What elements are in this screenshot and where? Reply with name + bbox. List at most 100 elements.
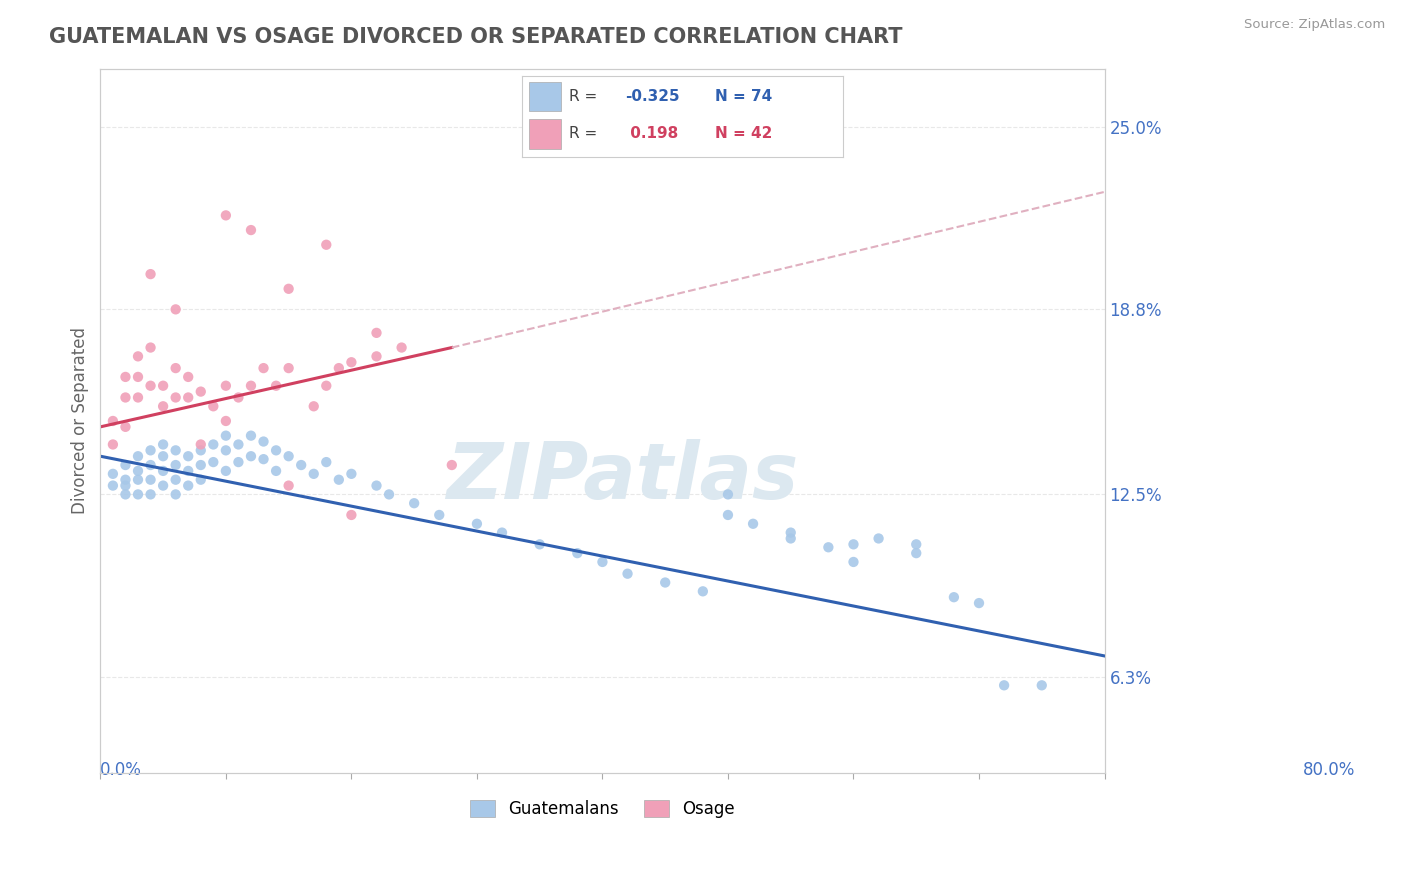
Point [328, 361, 350, 376]
Point [240, 378, 263, 392]
Point [366, 478, 388, 492]
Point [993, 678, 1015, 692]
Point [177, 391, 200, 405]
Point [340, 355, 363, 369]
Point [868, 532, 890, 546]
Point [190, 443, 212, 458]
Point [215, 443, 238, 458]
Point [190, 458, 212, 472]
Point [315, 378, 337, 392]
Point [692, 584, 714, 599]
Point [591, 555, 613, 569]
Point [252, 434, 274, 449]
Text: GUATEMALAN VS OSAGE DIVORCED OR SEPARATED CORRELATION CHART: GUATEMALAN VS OSAGE DIVORCED OR SEPARATE… [49, 27, 903, 46]
Point [215, 414, 238, 428]
Point [114, 420, 136, 434]
Point [215, 378, 238, 392]
Point [942, 591, 965, 605]
Point [366, 326, 388, 340]
Point [215, 428, 238, 442]
Point [190, 437, 212, 451]
Point [302, 467, 325, 481]
Point [127, 370, 149, 384]
Text: Source: ZipAtlas.com: Source: ZipAtlas.com [1244, 18, 1385, 31]
Point [252, 361, 274, 376]
Point [177, 478, 200, 492]
Point [152, 437, 174, 451]
Point [139, 267, 162, 281]
Point [277, 449, 299, 463]
Point [290, 458, 312, 472]
Point [567, 546, 589, 560]
Point [165, 458, 187, 472]
Point [202, 437, 225, 451]
Point [779, 532, 801, 546]
Point [114, 487, 136, 501]
Y-axis label: Divorced or Separated: Divorced or Separated [72, 327, 89, 515]
Point [152, 378, 174, 392]
Point [378, 487, 401, 501]
Point [165, 302, 187, 317]
Point [277, 478, 299, 492]
Point [529, 537, 551, 551]
Point [465, 516, 488, 531]
Point [277, 361, 299, 376]
Point [905, 546, 928, 560]
Point [165, 361, 187, 376]
Legend: Guatemalans, Osage: Guatemalans, Osage [464, 794, 741, 825]
Point [139, 473, 162, 487]
Text: 80.0%: 80.0% [1303, 762, 1355, 780]
Point [905, 537, 928, 551]
Point [152, 464, 174, 478]
Point [177, 464, 200, 478]
Point [240, 449, 263, 463]
Text: 0.0%: 0.0% [100, 762, 142, 780]
Text: ZIPatlas: ZIPatlas [446, 440, 799, 516]
Point [277, 282, 299, 296]
Point [190, 384, 212, 399]
Point [302, 399, 325, 413]
Point [315, 237, 337, 252]
Point [127, 487, 149, 501]
Point [328, 473, 350, 487]
Point [114, 478, 136, 492]
Point [139, 458, 162, 472]
Point [177, 370, 200, 384]
Point [165, 391, 187, 405]
Point [366, 350, 388, 364]
Point [1031, 678, 1053, 692]
Point [340, 467, 363, 481]
Point [114, 473, 136, 487]
Point [190, 473, 212, 487]
Point [654, 575, 676, 590]
Point [967, 596, 990, 610]
Point [240, 223, 263, 237]
Point [165, 443, 187, 458]
Point [101, 437, 124, 451]
Point [742, 516, 765, 531]
Point [252, 452, 274, 467]
Point [315, 455, 337, 469]
Point [177, 449, 200, 463]
Point [127, 350, 149, 364]
Point [139, 378, 162, 392]
Point [491, 525, 513, 540]
Point [114, 391, 136, 405]
Point [427, 508, 450, 522]
Point [616, 566, 638, 581]
Point [114, 458, 136, 472]
Point [127, 473, 149, 487]
Point [127, 464, 149, 478]
Point [139, 487, 162, 501]
Point [240, 428, 263, 442]
Point [717, 487, 740, 501]
Point [127, 391, 149, 405]
Point [152, 399, 174, 413]
Point [779, 525, 801, 540]
Point [340, 508, 363, 522]
Point [215, 464, 238, 478]
Point [842, 555, 865, 569]
Point [391, 341, 413, 355]
Point [101, 467, 124, 481]
Point [717, 508, 740, 522]
